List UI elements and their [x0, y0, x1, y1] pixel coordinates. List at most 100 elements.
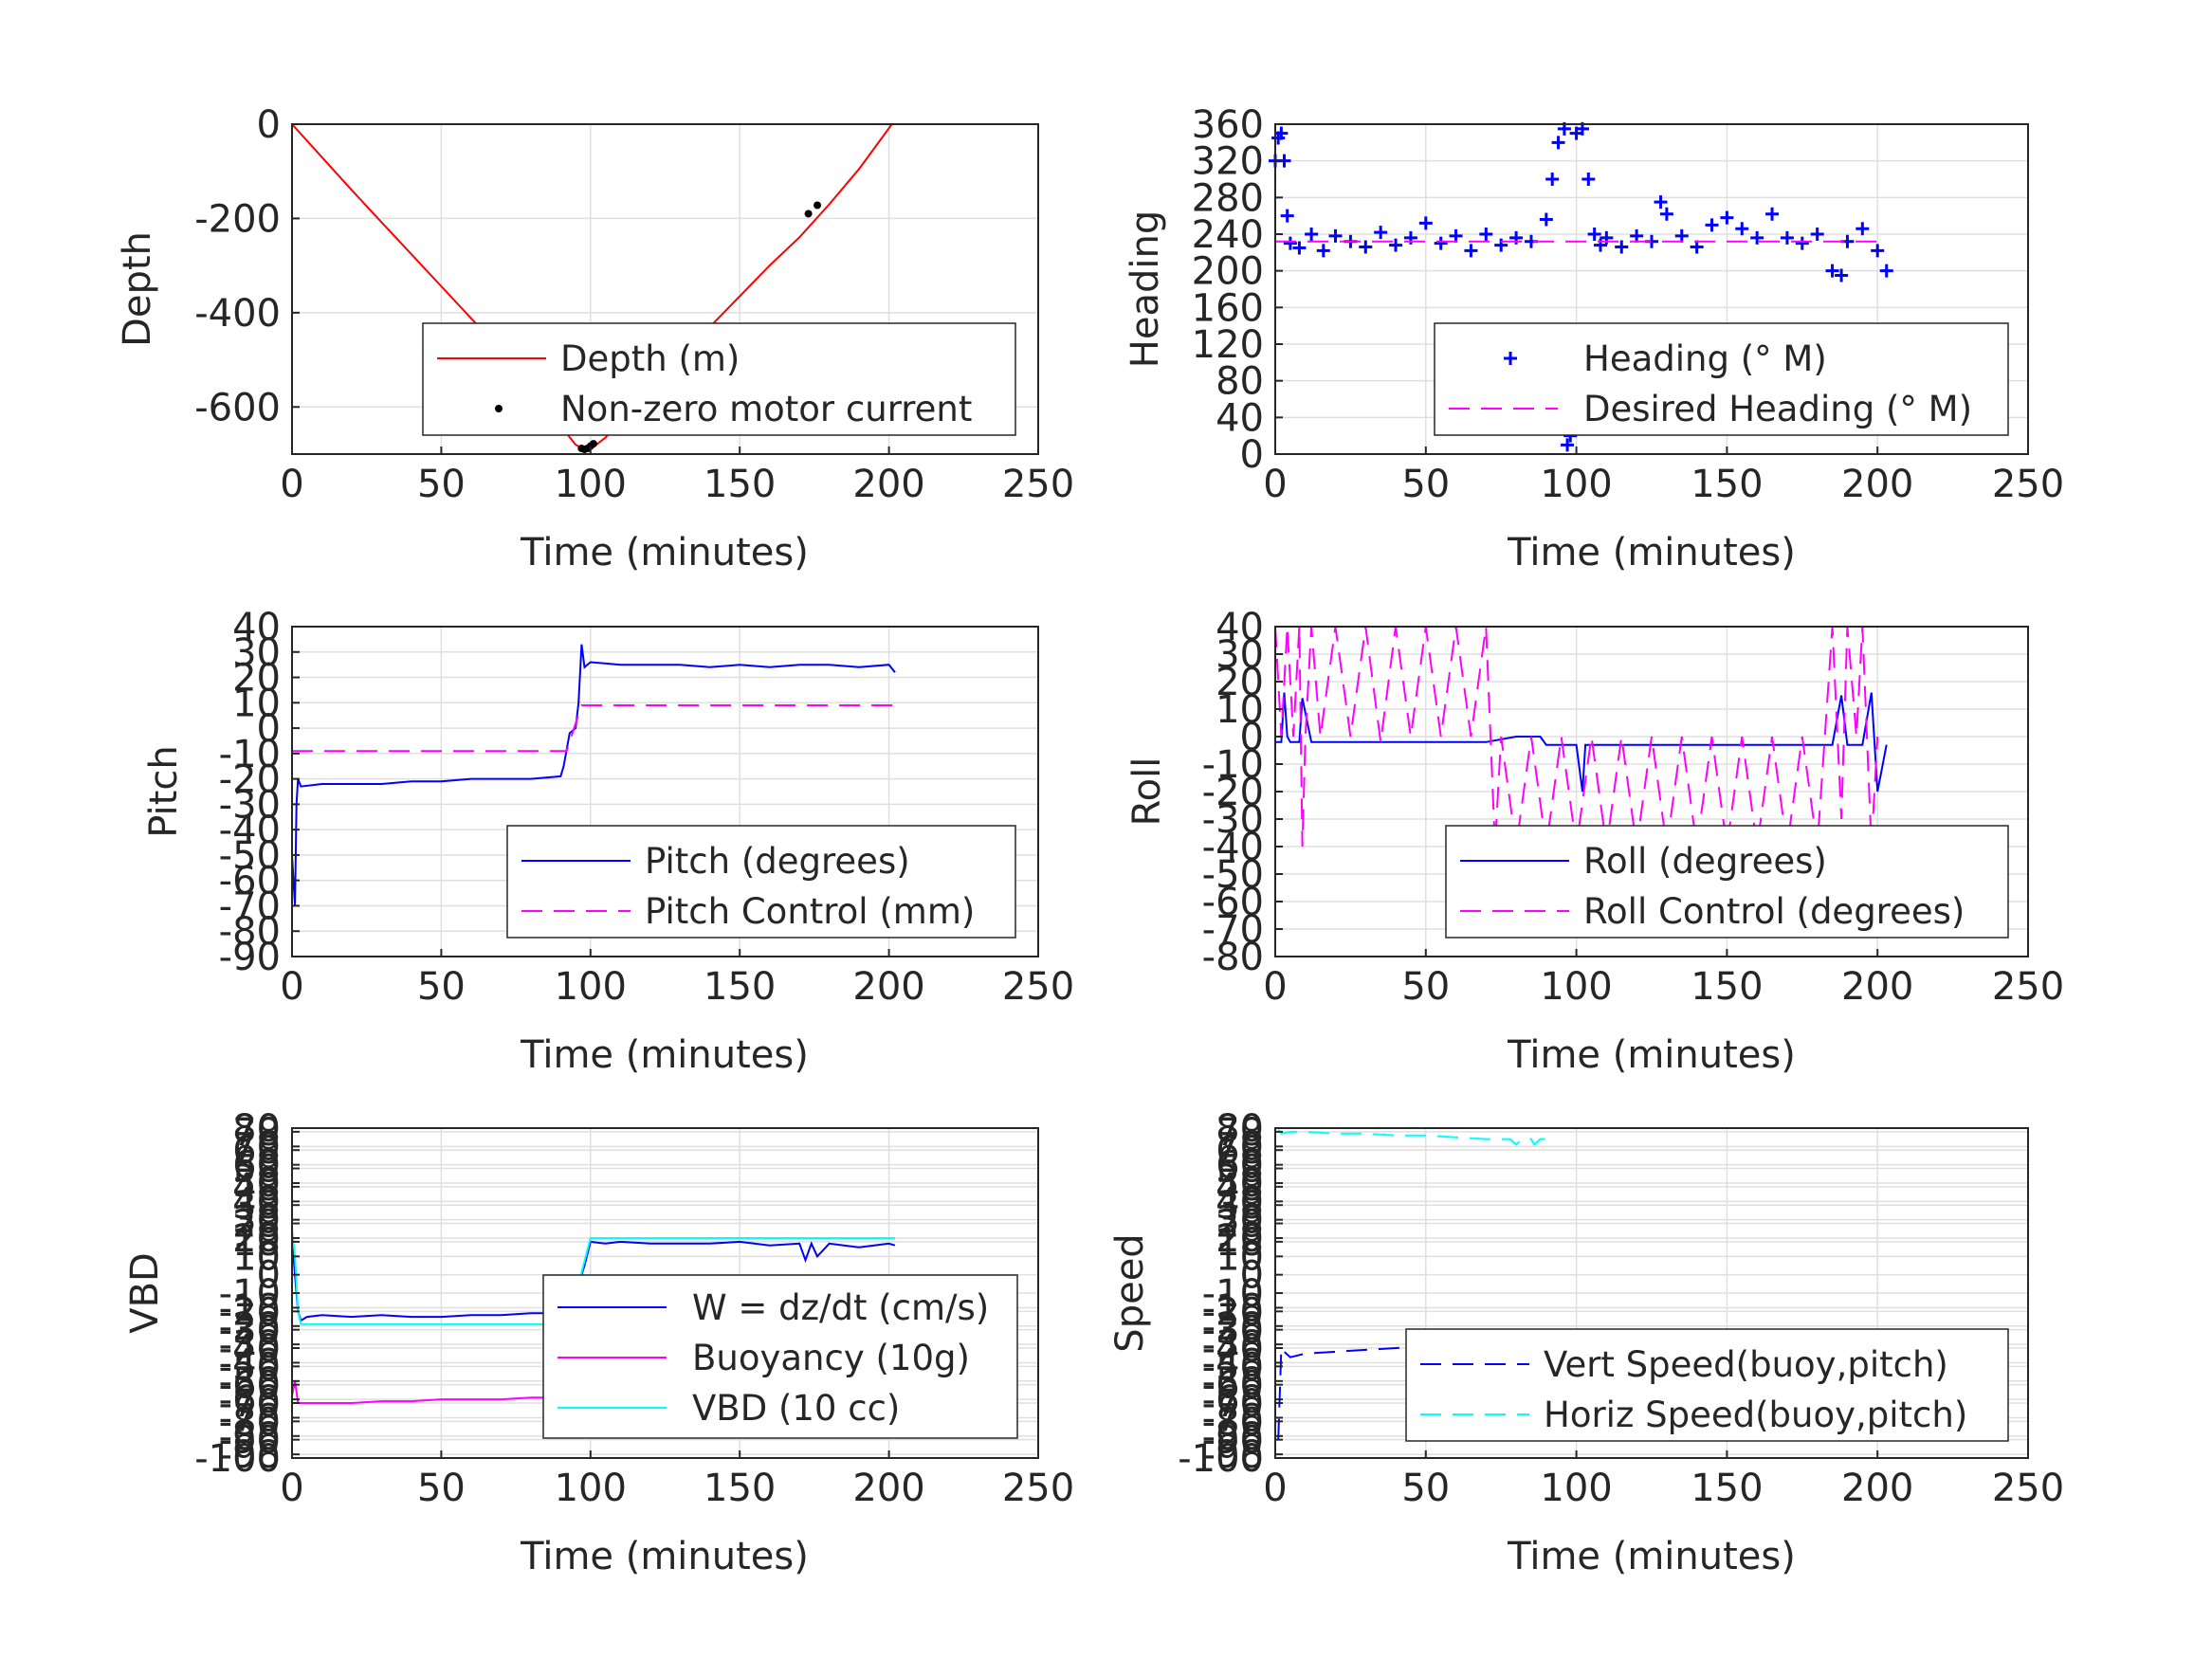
- heading-y-tick-label: 160: [1192, 286, 1264, 330]
- pitch-y-tick-label: -80: [219, 910, 281, 954]
- speed-y-axis-label: Speed: [1108, 1233, 1152, 1352]
- heading-point-heading-m: [1630, 228, 1644, 243]
- heading-y-axis-label: Heading: [1124, 210, 1167, 368]
- pitch-panel: 0 50 100 150 200 250403020100-10-20-30-40-50-…: [142, 606, 1074, 1077]
- speed-y-tick-label: -100: [1178, 1437, 1264, 1481]
- pitch-x-tick-label: 100: [555, 965, 627, 1009]
- vbd-y-overlap-tick-label: 68: [232, 1129, 281, 1173]
- heading-point-heading-m: [1581, 173, 1596, 186]
- pitch-x-axis-label: Time (minutes): [520, 1033, 809, 1077]
- vbd-x-tick-label: 100: [555, 1467, 627, 1510]
- heading-legend-plus: [1504, 352, 1517, 365]
- speed-y-tick-label: 20: [1216, 1217, 1264, 1261]
- heading-y-tick-label: 80: [1216, 360, 1264, 404]
- roll-series-roll-degrees: [1275, 692, 1888, 793]
- pitch-y-axis-label: Pitch: [142, 745, 186, 837]
- heading-x-tick-label: 200: [1841, 463, 1913, 506]
- pitch-y-tick-label: -40: [219, 809, 281, 852]
- vbd-y-overlap-tick-label: -98: [219, 1433, 281, 1477]
- speed-y-overlap-tick-label: 48: [1216, 1166, 1264, 1210]
- depth-y-tick-label: 0: [257, 103, 281, 147]
- heading-point-heading-m: [1765, 207, 1780, 221]
- vbd-y-overlap-tick-label: -18: [219, 1286, 281, 1330]
- speed-y-tick-label: 30: [1216, 1199, 1264, 1243]
- heading-point-heading-m: [1705, 218, 1719, 232]
- speed-y-tick-label: 50: [1216, 1162, 1264, 1206]
- roll-y-tick-label: 10: [1216, 688, 1264, 732]
- vbd-legend-entry-buoyancy: Buoyancy (10g): [558, 1338, 970, 1378]
- depth-x-tick-label: 100: [555, 463, 627, 506]
- pitch-x-tick-label: 200: [852, 965, 924, 1009]
- roll-legend-label-roll: Roll (degrees): [1583, 841, 1827, 882]
- pitch-y-tick-label: 10: [232, 682, 281, 725]
- heading-y-tick-label: 320: [1192, 140, 1264, 184]
- speed-series-vert-speed-buoy-pitch: [1277, 1334, 1547, 1440]
- speed-y-tick-label: -20: [1202, 1290, 1264, 1334]
- pitch-y-tick-label: -90: [219, 936, 281, 979]
- heading-point-heading-m: [1274, 126, 1289, 140]
- vbd-legend-entry-w: W = dz/dt (cm/s): [558, 1287, 989, 1328]
- heading-point-heading-m: [1659, 207, 1673, 221]
- roll-series-roll-control-degrees: [1274, 626, 1879, 848]
- depth-x-tick-label: 50: [417, 463, 466, 506]
- speed-y-tick-label: -90: [1202, 1419, 1264, 1463]
- roll-y-tick-label: 40: [1216, 606, 1264, 649]
- heading-legend-entry-heading: Heading (° M): [1504, 338, 1827, 379]
- heading-point-heading-m: [1389, 238, 1403, 252]
- roll-panel: 0 50 100 150 200 250403020100-10-20-30-40-50-…: [1125, 606, 2064, 1077]
- speed-y-tick-label: -40: [1202, 1327, 1264, 1371]
- heading-point-heading-m: [1305, 228, 1319, 241]
- vbd-y-tick-label: 0: [257, 1254, 281, 1298]
- roll-y-tick-label: -70: [1202, 908, 1264, 952]
- vbd-y-overlap-tick-label: -28: [219, 1305, 281, 1349]
- pitch-y-tick-label: -70: [219, 884, 281, 928]
- heading-point-heading-m: [1328, 228, 1343, 243]
- speed-legend-entry-vert: Vert Speed(buoy,pitch): [1420, 1344, 1948, 1385]
- heading-x-axis-label: Time (minutes): [1507, 531, 1796, 574]
- pitch-y-tick-label: 20: [232, 657, 281, 701]
- heading-point-heading-m: [1780, 230, 1794, 245]
- heading-point-heading-m: [1551, 136, 1565, 150]
- vbd-y-tick-label: 40: [232, 1180, 281, 1224]
- heading-y-tick-label: 0: [1240, 433, 1264, 477]
- speed-legend: Vert Speed(buoy,pitch) Horiz Speed(buoy,…: [1405, 1328, 2009, 1442]
- heading-point-heading-m: [1750, 230, 1764, 245]
- heading-legend-swatch: [1504, 352, 1517, 365]
- heading-point-heading-m: [1316, 244, 1330, 258]
- heading-point-heading-m: [1449, 228, 1463, 243]
- roll-x-tick-label: 250: [1992, 965, 2064, 1009]
- speed-legend-label-horiz: Horiz Speed(buoy,pitch): [1544, 1395, 1967, 1435]
- heading-point-heading-m: [1418, 216, 1433, 230]
- depth-legend-label-depth: Depth (m): [560, 338, 740, 379]
- vbd-y-tick-label: -40: [219, 1327, 281, 1371]
- heading-point-heading-m: [1615, 240, 1629, 254]
- heading-point-heading-m: [1545, 173, 1560, 186]
- speed-x-tick-label: 100: [1540, 1467, 1612, 1510]
- pitch-y-tick-label: 30: [232, 631, 281, 675]
- speed-y-overlap-tick-label: -58: [1202, 1360, 1264, 1404]
- vbd-y-tick-label: 30: [232, 1199, 281, 1243]
- speed-y-tick-label: -60: [1202, 1364, 1264, 1408]
- speed-y-tick-label: 10: [1216, 1235, 1264, 1279]
- pitch-y-tick-label: 0: [257, 707, 281, 751]
- roll-y-tick-label: -20: [1202, 771, 1264, 814]
- speed-y-tick-label: -70: [1202, 1382, 1264, 1426]
- roll-y-tick-label: 30: [1216, 633, 1264, 677]
- vbd-y-overlap-tick-label: 38: [232, 1184, 281, 1228]
- vbd-y-tick-label: -30: [219, 1309, 281, 1353]
- heading-point-heading-m: [1856, 222, 1870, 236]
- vbd-y-axis-label: VBD: [123, 1252, 167, 1334]
- speed-y-overlap-tick-label: 18: [1216, 1221, 1264, 1265]
- roll-x-tick-label: 50: [1401, 965, 1450, 1009]
- vbd-y-overlap-tick-label: -68: [219, 1378, 281, 1422]
- heading-y-tick-label: 240: [1192, 213, 1264, 257]
- roll-y-tick-label: -80: [1202, 936, 1264, 979]
- vbd-legend-entry-vbd: VBD (10 cc): [558, 1388, 900, 1429]
- heading-x-tick-label: 50: [1401, 463, 1450, 506]
- pitch-x-tick-label: 150: [704, 965, 776, 1009]
- vbd-x-tick-label: 250: [1002, 1467, 1074, 1510]
- vbd-x-tick-label: 200: [852, 1467, 924, 1510]
- pitch-series-pitch-control-mm: [292, 704, 895, 753]
- heading-point-heading-m: [1434, 236, 1448, 250]
